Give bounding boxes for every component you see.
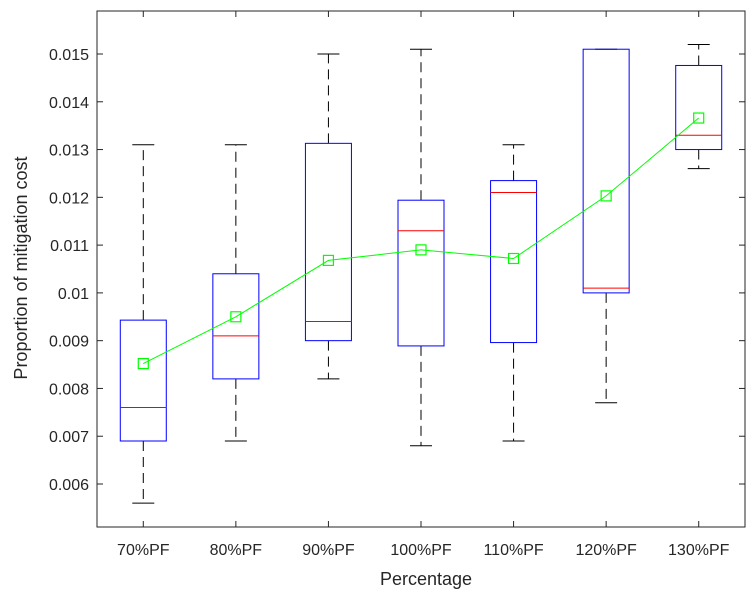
mean-marker	[415, 244, 427, 256]
box-iqr	[397, 199, 445, 347]
y-tick-label: 0.011	[50, 238, 89, 255]
mean-marker	[693, 112, 705, 124]
box-iqr	[490, 180, 538, 344]
y-tick-label: 0.013	[49, 143, 89, 160]
box-iqr	[582, 48, 630, 294]
mean-marker	[230, 311, 242, 323]
plot-area-background	[97, 11, 745, 527]
y-tick-label: 0.015	[49, 47, 89, 64]
x-tick-label: 110%PF	[483, 542, 543, 559]
x-axis-label: Percentage	[380, 569, 472, 589]
mean-marker	[600, 190, 612, 202]
mean-marker	[137, 358, 149, 370]
y-tick-label: 0.014	[49, 95, 89, 112]
y-ticks: 0.006 0.007 0.008 0.009 0.01 0.011 0.012 0.013 0…	[49, 47, 745, 494]
x-tick-label: 100%PF	[390, 542, 452, 559]
box-iqr	[304, 142, 352, 342]
x-tick-label: 80%PF	[210, 542, 263, 559]
x-tick-label: 130%PF	[668, 542, 730, 559]
box-iqr	[675, 64, 723, 151]
mean-marker	[322, 254, 335, 266]
y-tick-label: 0.007	[49, 429, 89, 446]
chart-marks	[119, 43, 723, 504]
x-ticks: 70%PF 80%PF 90%PF 100%PF 110%PF 120%PF 130%PF	[117, 11, 730, 559]
box-iqr	[119, 319, 167, 442]
y-axis-label: Proportion of mitigation cost	[11, 156, 31, 379]
mean-marker	[507, 252, 520, 265]
x-tick-label: 120%PF	[575, 542, 637, 559]
y-tick-label: 0.012	[49, 190, 89, 207]
y-tick-label: 0.009	[49, 334, 89, 351]
y-tick-label: 0.006	[49, 477, 89, 494]
x-tick-label: 70%PF	[117, 542, 170, 559]
box-iqr	[212, 273, 260, 380]
y-tick-label: 0.008	[49, 381, 89, 398]
x-tick-label: 90%PF	[302, 542, 355, 559]
mean-line	[143, 117, 700, 365]
y-tick-label: 0.01	[58, 286, 89, 303]
